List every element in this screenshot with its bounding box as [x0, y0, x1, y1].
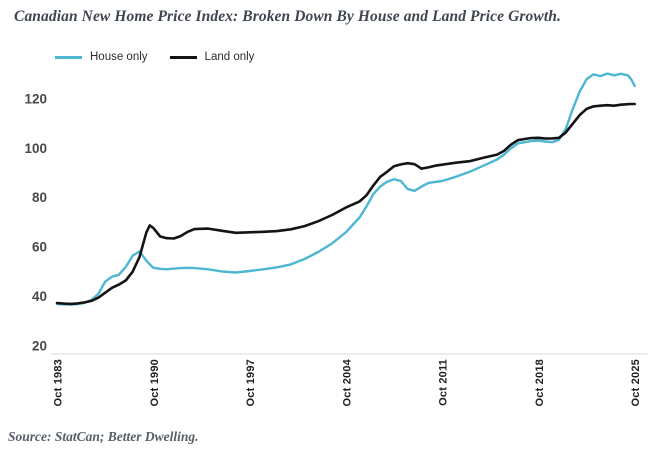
y-axis-label: 60	[32, 240, 47, 255]
house-only-line	[55, 72, 636, 306]
land-line-swatch	[169, 55, 197, 59]
y-axis-label: 20	[32, 338, 47, 353]
legend-label-land: Land only	[204, 51, 255, 63]
legend-item-land: Land only	[169, 51, 255, 63]
x-axis-label: Oct 2004	[341, 358, 353, 406]
x-axis-label: Oct 1983	[53, 359, 65, 406]
legend-label-house: House only	[90, 51, 148, 63]
x-axis-label: Oct 2011	[438, 359, 450, 406]
x-axis-label: Oct 2025	[630, 359, 642, 406]
x-axis-label: Oct 2018	[534, 359, 546, 406]
land-only-line	[55, 102, 636, 306]
y-axis-label: 40	[32, 289, 47, 304]
y-axis-label: 80	[32, 190, 47, 205]
y-axis-label: 120	[24, 92, 47, 107]
legend-item-house: House only	[55, 51, 148, 63]
chart-title: Canadian New Home Price Index: Broken Do…	[14, 8, 561, 25]
house-line-swatch	[55, 55, 82, 59]
legend: House only Land only	[55, 51, 254, 63]
x-axis-label: Oct 1990	[149, 359, 161, 406]
y-axis-label: 100	[24, 141, 47, 156]
x-axis-label: Oct 1997	[245, 359, 257, 406]
source-attribution: Source: StatCan; Better Dwelling.	[8, 429, 199, 444]
